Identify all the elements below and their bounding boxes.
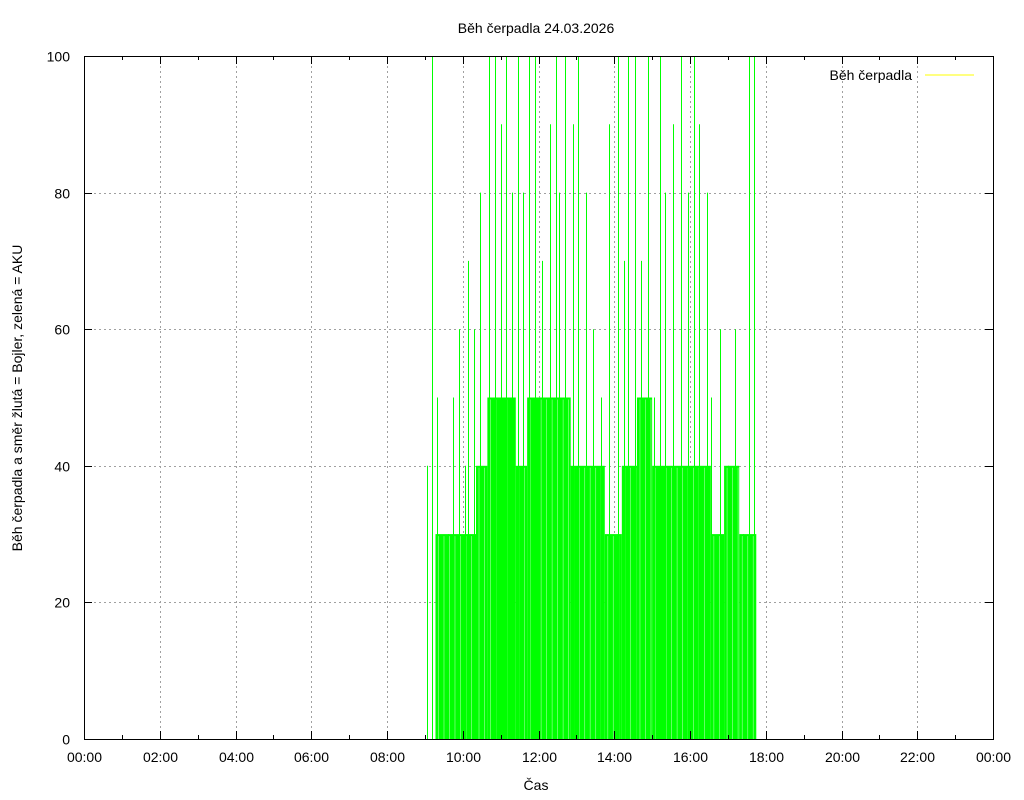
x-tick-label: 12:00	[522, 749, 557, 765]
data-bar-segment	[435, 534, 477, 739]
x-tick-label: 04:00	[219, 749, 254, 765]
y-tick-label: 40	[54, 459, 70, 475]
legend-label: Běh čerpadla	[829, 67, 912, 83]
data-bar-segment	[636, 397, 653, 739]
data-bar-segment	[515, 465, 528, 739]
x-tick-label: 00:00	[67, 749, 102, 765]
x-tick-label: 08:00	[370, 749, 405, 765]
data-bar-segment	[570, 465, 605, 739]
legend: Běh čerpadla	[829, 67, 974, 83]
y-axis-label: Běh čerpadla a směr žlutá = Bojler, zele…	[9, 245, 25, 552]
x-axis-label: Čas	[524, 777, 549, 793]
data-bar-segment	[476, 465, 488, 739]
y-tick-label: 80	[54, 186, 70, 202]
data-bar-segment	[710, 534, 725, 739]
data-bar-segment	[527, 397, 571, 739]
y-tick-label: 60	[54, 322, 70, 338]
y-tick-label: 100	[47, 49, 71, 65]
x-tick-label: 18:00	[749, 749, 784, 765]
y-tick-label: 20	[54, 595, 70, 611]
x-tick-label: 06:00	[294, 749, 329, 765]
data-bar-segment	[724, 465, 740, 739]
x-tick-label: 02:00	[143, 749, 178, 765]
x-tick-label: 14:00	[597, 749, 632, 765]
x-tick-label: 10:00	[446, 749, 481, 765]
data-bar-segment	[621, 465, 637, 739]
x-tick-label: 00:00	[976, 749, 1011, 765]
data-series	[427, 56, 757, 739]
x-tick-label: 16:00	[673, 749, 708, 765]
x-tick-label: 20:00	[825, 749, 860, 765]
x-tick-label: 22:00	[900, 749, 935, 765]
chart-title: Běh čerpadla 24.03.2026	[458, 20, 615, 36]
y-tick-label: 0	[62, 732, 70, 748]
axis-ticks: 00:00 02:00 04:00 06:00 08:00 10:00 12:00 14:00…	[47, 49, 1012, 766]
